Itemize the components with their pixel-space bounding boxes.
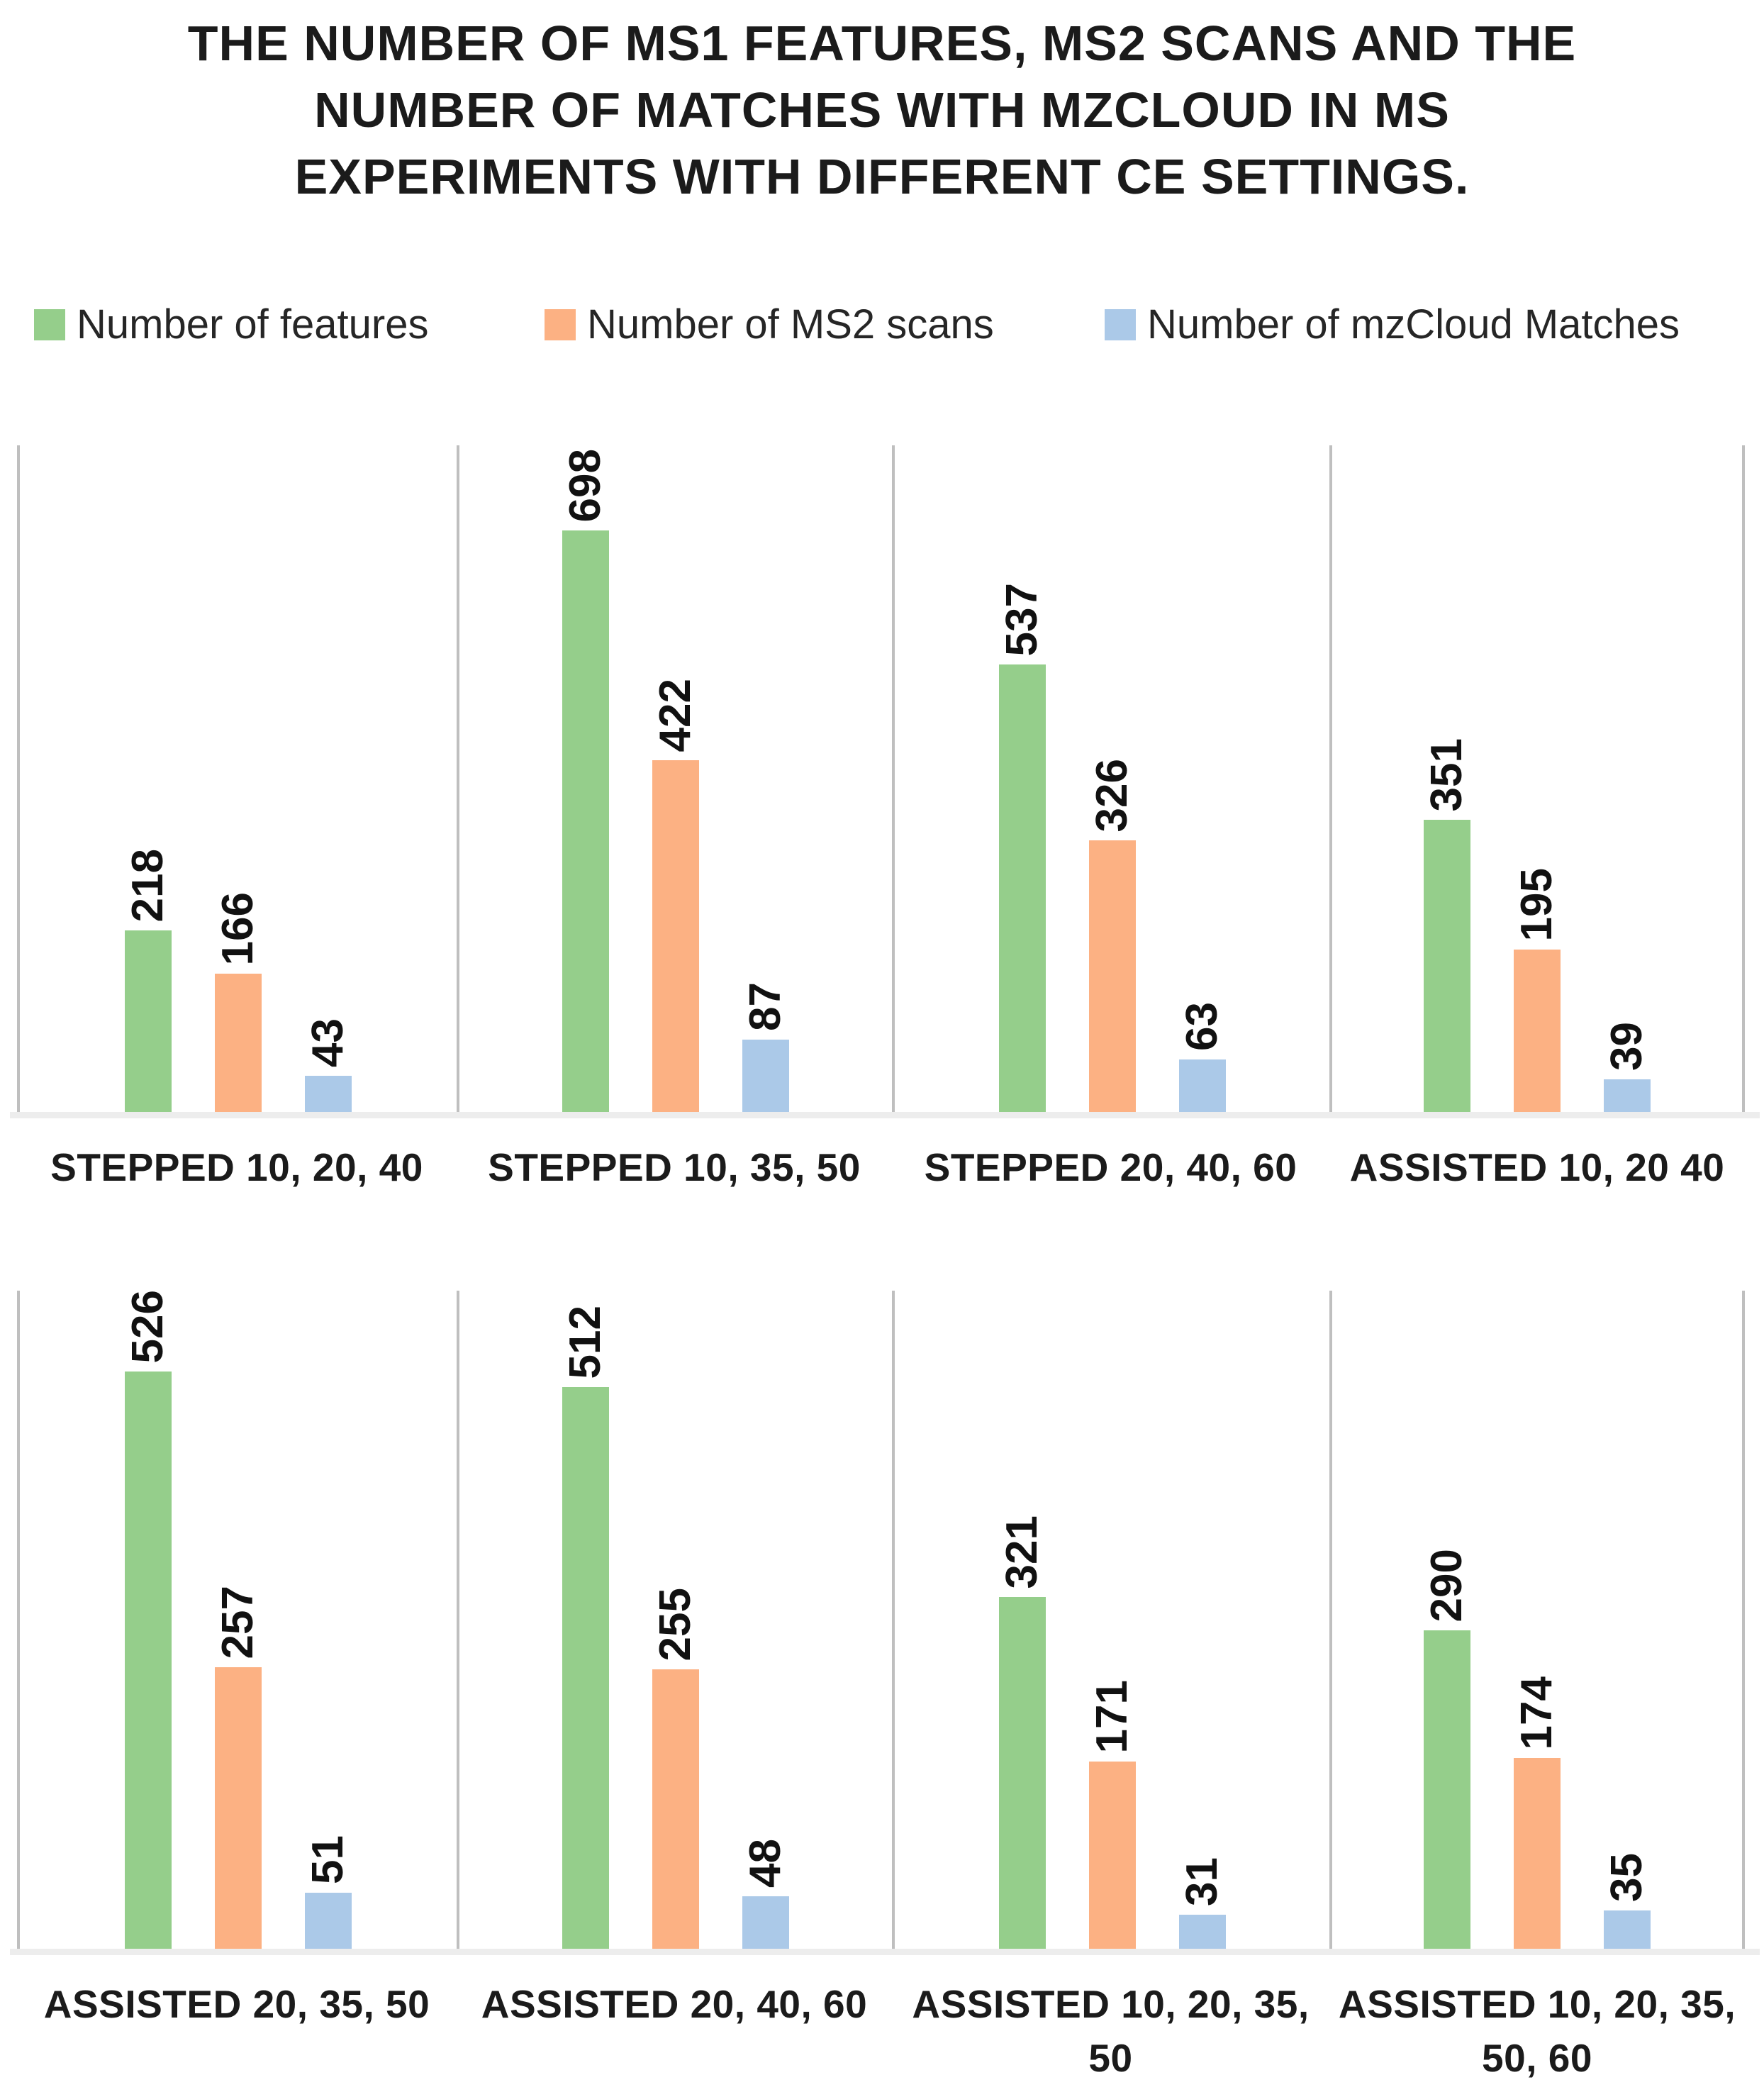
bar-mzcloud-matches: 39 (1602, 1022, 1651, 1112)
bar-ms2-scans: 171 (1088, 1680, 1137, 1949)
bar-ms2-scans: 166 (213, 892, 262, 1112)
chart-row-top: 218 166 43 698 422 87 537 326 63 351 195 39 (17, 445, 1745, 1112)
category-label: ASSISTED 20, 40, 60 (481, 1982, 868, 2026)
legend-item-ms2-scans: Number of MS2 scans (545, 302, 994, 347)
bar-value-label: 39 (1602, 1022, 1651, 1071)
bar-features: 526 (123, 1290, 172, 1949)
chart-panel: 351 195 39 (1329, 445, 1745, 1112)
bar-value-label: 218 (123, 848, 172, 922)
legend: Number of features Number of MS2 scans N… (0, 302, 1764, 347)
bar-features: 537 (998, 583, 1046, 1112)
bar-value-label: 174 (1512, 1676, 1561, 1749)
bar-value-label: 195 (1512, 867, 1561, 941)
bar-value-label: 255 (651, 1587, 700, 1661)
bar-mzcloud-matches: 51 (303, 1835, 352, 1949)
category-label: ASSISTED 10, 20, 35, 50 (912, 1982, 1310, 2080)
bar-value-label: 526 (123, 1289, 172, 1363)
bar-mzcloud-matches: 35 (1602, 1853, 1651, 1949)
bar-mzcloud-matches: 43 (303, 1018, 352, 1112)
category-label: ASSISTED 20, 35, 50 (43, 1982, 430, 2026)
bar-features: 351 (1422, 738, 1471, 1112)
bar-value-label: 422 (651, 678, 700, 752)
bar-value-label: 51 (303, 1835, 352, 1884)
bar-mzcloud-matches: 87 (741, 982, 790, 1112)
bar-ms2-scans: 174 (1512, 1676, 1561, 1949)
bar-value-label: 63 (1177, 1002, 1227, 1051)
legend-item-features: Number of features (34, 302, 428, 347)
bar-features: 218 (123, 849, 172, 1112)
bar-value-label: 321 (997, 1515, 1046, 1589)
x-axis-line-bottom-row (10, 1949, 1760, 1955)
bar-ms2-scans: 257 (213, 1586, 262, 1949)
bar-value-label: 166 (213, 891, 262, 965)
chart-panel: 698 422 87 (457, 445, 892, 1112)
mzcloud-matches-swatch-icon (1105, 309, 1136, 340)
chart-panel: 537 326 63 (892, 445, 1329, 1112)
bar-ms2-scans: 255 (651, 1588, 700, 1949)
bar-features: 321 (998, 1515, 1046, 1949)
bar-ms2-scans: 422 (651, 679, 700, 1112)
chart-panel: 290 174 35 (1329, 1291, 1745, 1949)
bar-mzcloud-matches: 63 (1178, 1002, 1227, 1112)
chart-panel: 512 255 48 (457, 1291, 892, 1949)
chart-row-bottom: 526 257 51 512 255 48 321 171 31 290 174 35 (17, 1290, 1745, 1949)
ms2-scans-swatch-icon (545, 309, 576, 340)
bar-value-label: 326 (1087, 758, 1137, 832)
bar-value-label: 87 (741, 982, 790, 1031)
chart-panel: 218 166 43 (17, 445, 457, 1112)
bar-value-label: 35 (1602, 1853, 1651, 1902)
category-labels-bottom-row: ASSISTED 20, 35, 50 ASSISTED 20, 40, 60 AS… (17, 1977, 1745, 2085)
bar-value-label: 43 (303, 1018, 352, 1067)
bar-value-label: 512 (561, 1305, 610, 1379)
legend-label-ms2-scans: Number of MS2 scans (587, 301, 994, 347)
bar-value-label: 351 (1422, 738, 1471, 811)
legend-item-mzcloud-matches: Number of mzCloud Matches (1105, 302, 1680, 347)
category-label: STEPPED 10, 20, 40 (50, 1145, 423, 1189)
bar-mzcloud-matches: 31 (1178, 1857, 1227, 1949)
bar-features: 698 (561, 449, 610, 1112)
category-label: STEPPED 20, 40, 60 (924, 1145, 1297, 1189)
category-labels-top-row: STEPPED 10, 20, 40 STEPPED 10, 35, 50 STEP… (17, 1140, 1745, 1194)
bar-value-label: 698 (561, 448, 610, 522)
bar-value-label: 171 (1087, 1679, 1137, 1753)
chart-panel: 321 171 31 (892, 1291, 1329, 1949)
bar-ms2-scans: 195 (1512, 868, 1561, 1112)
category-label: ASSISTED 10, 20, 35, 50, 60 (1338, 1982, 1736, 2080)
chart-panel: 526 257 51 (17, 1290, 457, 1949)
bar-value-label: 290 (1422, 1548, 1471, 1622)
bar-features: 512 (561, 1306, 610, 1949)
legend-label-mzcloud-matches: Number of mzCloud Matches (1147, 301, 1680, 347)
bar-ms2-scans: 326 (1088, 759, 1137, 1112)
bar-value-label: 31 (1177, 1857, 1227, 1906)
bar-value-label: 257 (213, 1585, 262, 1659)
legend-label-features: Number of features (77, 301, 429, 347)
category-label: STEPPED 10, 35, 50 (488, 1145, 861, 1189)
category-label: ASSISTED 10, 20 40 (1349, 1145, 1725, 1189)
bar-value-label: 48 (741, 1839, 790, 1888)
bar-value-label: 537 (997, 582, 1046, 656)
bar-features: 290 (1422, 1549, 1471, 1949)
features-swatch-icon (34, 309, 65, 340)
chart-title: THE NUMBER OF MS1 FEATURES, MS2 SCANS AN… (187, 16, 1577, 204)
x-axis-line-top-row (10, 1112, 1760, 1118)
bar-mzcloud-matches: 48 (741, 1839, 790, 1949)
